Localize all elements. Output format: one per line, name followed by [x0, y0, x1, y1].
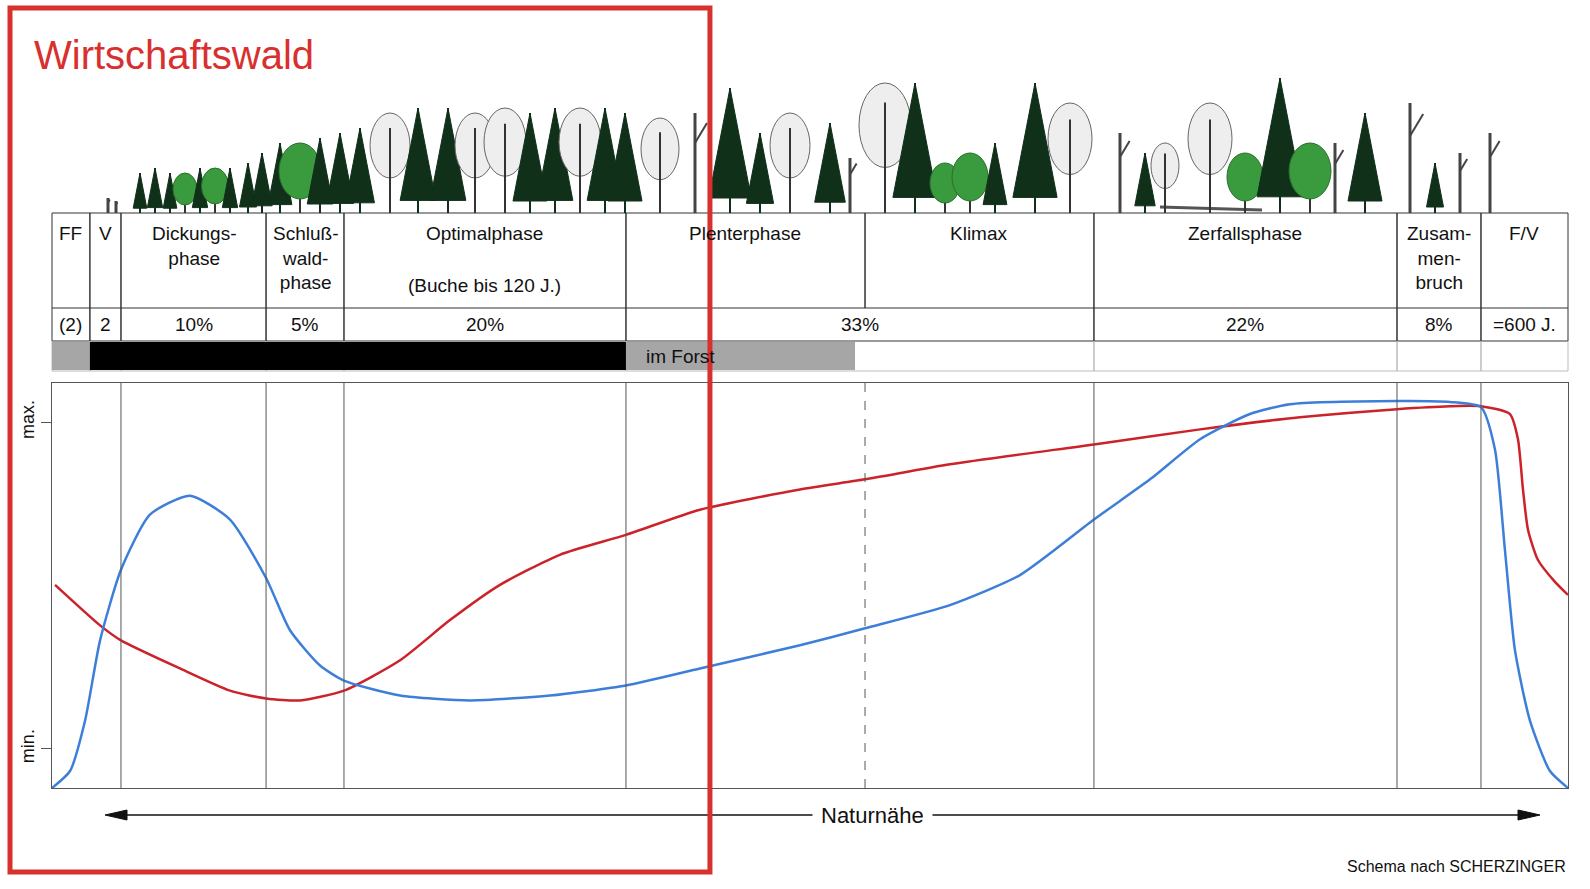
svg-text:Optimalphase: Optimalphase: [426, 223, 543, 244]
svg-text:Schema nach SCHERZINGER: Schema nach SCHERZINGER: [1347, 858, 1566, 875]
svg-text:Zusam-men-bruch: Zusam-men-bruch: [1407, 223, 1471, 293]
svg-text:20%: 20%: [466, 314, 504, 335]
svg-text:10%: 10%: [175, 314, 213, 335]
svg-text:(Buche bis 120 J.): (Buche bis 120 J.): [408, 275, 561, 296]
svg-text:(2): (2): [59, 314, 82, 335]
svg-text:F/V: F/V: [1509, 223, 1539, 244]
svg-text:Zerfallsphase: Zerfallsphase: [1188, 223, 1302, 244]
svg-text:Wirtschaftswald: Wirtschaftswald: [34, 33, 314, 77]
svg-text:33%: 33%: [841, 314, 879, 335]
svg-text:Plenterphase: Plenterphase: [689, 223, 801, 244]
svg-text:Naturnähe: Naturnähe: [821, 803, 924, 828]
svg-text:Dickungs-phase: Dickungs-phase: [152, 223, 236, 269]
svg-text:5%: 5%: [291, 314, 319, 335]
svg-text:Schluß-wald-phase: Schluß-wald-phase: [273, 223, 338, 293]
svg-text:8%: 8%: [1425, 314, 1453, 335]
svg-text:V: V: [99, 223, 112, 244]
svg-text:Klimax: Klimax: [950, 223, 1008, 244]
svg-text:im Forst: im Forst: [646, 346, 715, 367]
svg-text:=600 J.: =600 J.: [1493, 314, 1556, 335]
svg-text:FF: FF: [59, 223, 82, 244]
svg-text:max.: max.: [18, 400, 38, 439]
svg-text:min.: min.: [18, 729, 38, 763]
svg-text:2: 2: [100, 314, 111, 335]
svg-text:22%: 22%: [1226, 314, 1264, 335]
